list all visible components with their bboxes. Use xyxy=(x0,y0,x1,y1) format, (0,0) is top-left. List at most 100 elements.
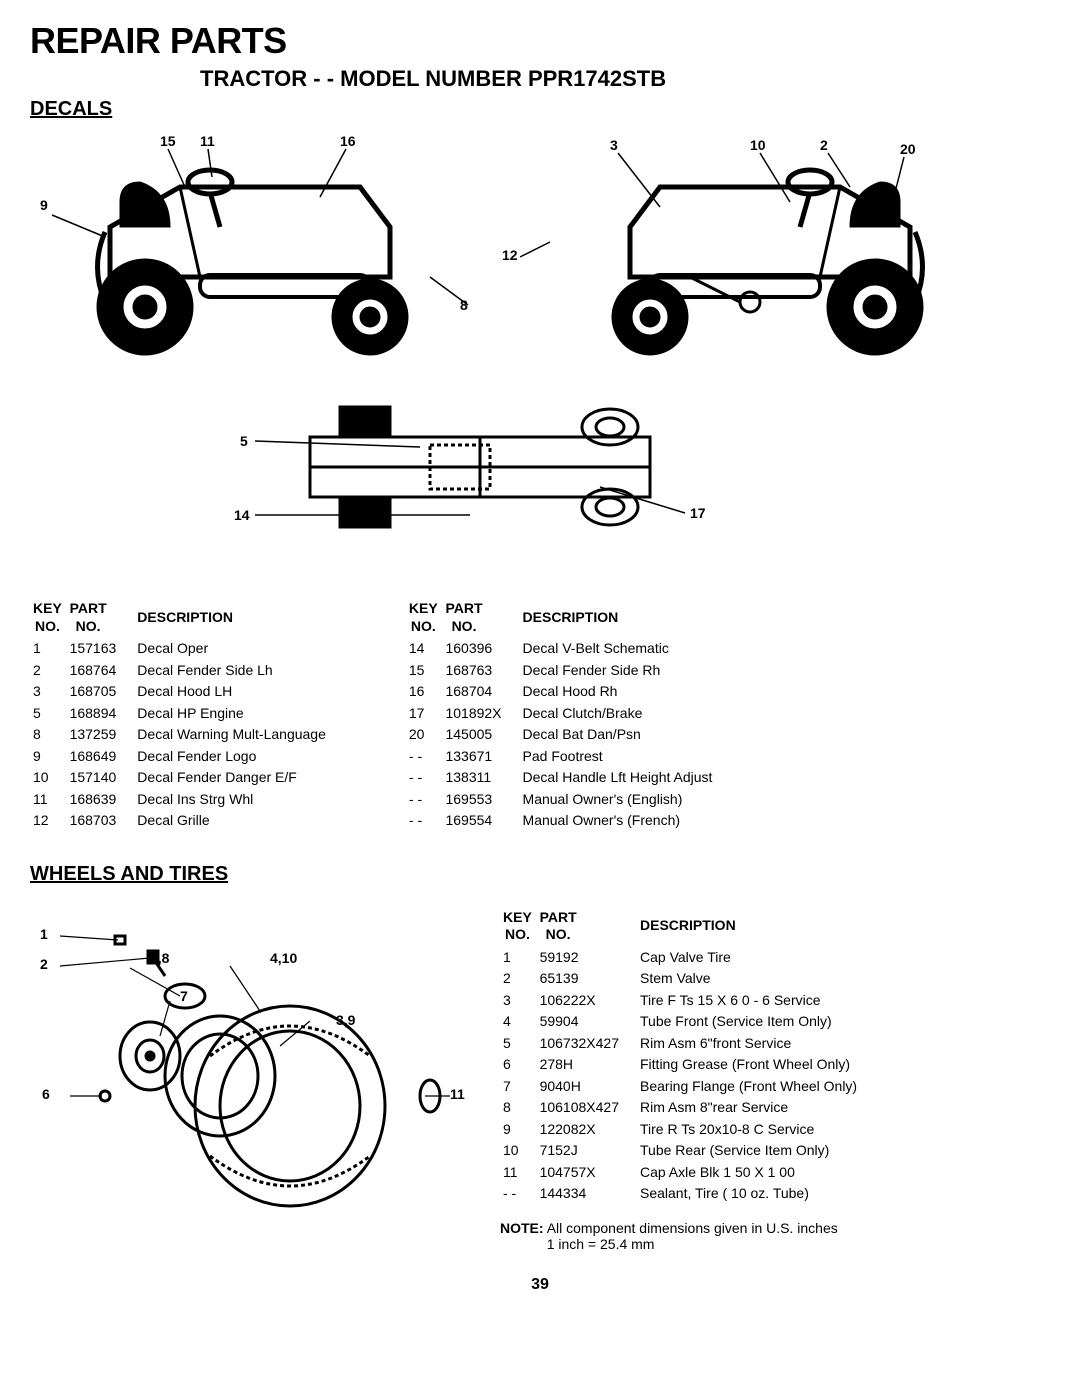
cell-part: 137259 xyxy=(69,725,135,745)
callout-8: 8 xyxy=(460,297,468,313)
th-key: KEYNO. xyxy=(502,908,537,946)
cell-desc: Cap Axle Blk 1 50 X 1 00 xyxy=(639,1163,875,1183)
table-row: 17101892XDecal Clutch/Brake xyxy=(408,704,731,724)
table-row: 20145005Decal Bat Dan/Psn xyxy=(408,725,731,745)
cell-part: 168894 xyxy=(69,704,135,724)
cell-part: 104757X xyxy=(539,1163,637,1183)
cell-desc: Decal V-Belt Schematic xyxy=(522,639,731,659)
table-row: 11104757XCap Axle Blk 1 50 X 1 00 xyxy=(502,1163,875,1183)
th-desc: DESCRIPTION xyxy=(522,599,731,637)
cell-desc: Decal Warning Mult-Language xyxy=(136,725,344,745)
callout-9: 9 xyxy=(40,197,48,213)
decals-diagram: 15 11 16 9 12 8 5 14 3 10 2 20 17 xyxy=(30,127,1050,587)
w-callout-6: 6 xyxy=(42,1086,50,1102)
th-part: PARTNO. xyxy=(444,599,519,637)
cell-part: 9040H xyxy=(539,1077,637,1097)
th-part: PARTNO. xyxy=(69,599,135,637)
decals-table-right: KEYNO. PARTNO. DESCRIPTION 14160396Decal… xyxy=(406,597,733,833)
table-row: - -169553Manual Owner's (English) xyxy=(408,790,731,810)
callout-15: 15 xyxy=(160,133,176,149)
wheels-table-body: 159192Cap Valve Tire265139Stem Valve3106… xyxy=(502,948,875,1204)
table-row: 5106732X427Rim Asm 6"front Service xyxy=(502,1034,875,1054)
cell-desc: Cap Valve Tire xyxy=(639,948,875,968)
table-row: 15168763Decal Fender Side Rh xyxy=(408,661,731,681)
cell-key: 3 xyxy=(32,682,67,702)
table-row: 5168894Decal HP Engine xyxy=(32,704,344,724)
cell-desc: Decal Handle Lft Height Adjust xyxy=(522,768,731,788)
w-callout-7: 7 xyxy=(180,988,188,1004)
cell-key: 16 xyxy=(408,682,443,702)
cell-key: 8 xyxy=(32,725,67,745)
table-row: 12168703Decal Grille xyxy=(32,811,344,831)
tractor-right-icon xyxy=(530,147,970,367)
callout-16: 16 xyxy=(340,133,356,149)
cell-part: 138311 xyxy=(444,768,519,788)
cell-desc: Rim Asm 6"front Service xyxy=(639,1034,875,1054)
cell-desc: Decal Bat Dan/Psn xyxy=(522,725,731,745)
cell-part: 106108X427 xyxy=(539,1098,637,1118)
cell-key: 1 xyxy=(32,639,67,659)
cell-desc: Fitting Grease (Front Wheel Only) xyxy=(639,1055,875,1075)
decals-table-left: KEYNO. PARTNO. DESCRIPTION 1157163Decal … xyxy=(30,597,346,833)
cell-part: 122082X xyxy=(539,1120,637,1140)
cell-desc: Tube Rear (Service Item Only) xyxy=(639,1141,875,1161)
table-row: 8137259Decal Warning Mult-Language xyxy=(32,725,344,745)
cell-part: 169553 xyxy=(444,790,519,810)
cell-desc: Manual Owner's (English) xyxy=(522,790,731,810)
cell-part: 157140 xyxy=(69,768,135,788)
cell-desc: Decal Oper xyxy=(136,639,344,659)
cell-desc: Decal Fender Side Rh xyxy=(522,661,731,681)
cell-desc: Tire R Ts 20x10-8 C Service xyxy=(639,1120,875,1140)
cell-desc: Decal Hood Rh xyxy=(522,682,731,702)
cell-part: 133671 xyxy=(444,747,519,767)
cell-key: 10 xyxy=(502,1141,537,1161)
cell-desc: Stem Valve xyxy=(639,969,875,989)
cell-desc: Decal Clutch/Brake xyxy=(522,704,731,724)
cell-desc: Decal Fender Side Lh xyxy=(136,661,344,681)
cell-desc: Decal Fender Danger E/F xyxy=(136,768,344,788)
table-row: 8106108X427Rim Asm 8"rear Service xyxy=(502,1098,875,1118)
cell-desc: Tire F Ts 15 X 6 0 - 6 Service xyxy=(639,991,875,1011)
th-key: KEYNO. xyxy=(32,599,67,637)
callout-3: 3 xyxy=(610,137,618,153)
cell-key: - - xyxy=(408,811,443,831)
cell-part: 157163 xyxy=(69,639,135,659)
wheels-table: KEYNO. PARTNO. DESCRIPTION 159192Cap Val… xyxy=(500,906,877,1206)
wheels-icon xyxy=(30,906,470,1226)
cell-part: 144334 xyxy=(539,1184,637,1204)
cell-key: 14 xyxy=(408,639,443,659)
callout-11: 11 xyxy=(200,133,215,149)
table-row: 265139Stem Valve xyxy=(502,969,875,989)
table-row: - -169554Manual Owner's (French) xyxy=(408,811,731,831)
table-row: 6278HFitting Grease (Front Wheel Only) xyxy=(502,1055,875,1075)
table-row: 459904Tube Front (Service Item Only) xyxy=(502,1012,875,1032)
cell-key: 20 xyxy=(408,725,443,745)
wheels-heading: WHEELS AND TIRES xyxy=(30,863,1050,886)
cell-part: 168764 xyxy=(69,661,135,681)
w-callout-39: 3,9 xyxy=(336,1012,355,1028)
cell-key: 4 xyxy=(502,1012,537,1032)
decals-heading: DECALS xyxy=(30,98,1050,121)
cell-key: 11 xyxy=(502,1163,537,1183)
cell-part: 59192 xyxy=(539,948,637,968)
cell-desc: Decal HP Engine xyxy=(136,704,344,724)
page-title: REPAIR PARTS xyxy=(30,20,1050,62)
cell-key: 5 xyxy=(32,704,67,724)
cell-desc: Tube Front (Service Item Only) xyxy=(639,1012,875,1032)
cell-part: 168704 xyxy=(444,682,519,702)
cell-part: 106222X xyxy=(539,991,637,1011)
w-callout-410: 4,10 xyxy=(270,950,297,966)
cell-part: 7152J xyxy=(539,1141,637,1161)
callout-17: 17 xyxy=(690,505,706,521)
cell-desc: Decal Fender Logo xyxy=(136,747,344,767)
callout-10: 10 xyxy=(750,137,766,153)
cell-part: 278H xyxy=(539,1055,637,1075)
table-row: 107152JTube Rear (Service Item Only) xyxy=(502,1141,875,1161)
table-row: 14160396Decal V-Belt Schematic xyxy=(408,639,731,659)
w-callout-11: 11 xyxy=(450,1086,465,1102)
cell-desc: Pad Footrest xyxy=(522,747,731,767)
cell-key: 15 xyxy=(408,661,443,681)
table-row: 3106222XTire F Ts 15 X 6 0 - 6 Service xyxy=(502,991,875,1011)
th-part: PARTNO. xyxy=(539,908,637,946)
table-row: 3168705Decal Hood LH xyxy=(32,682,344,702)
